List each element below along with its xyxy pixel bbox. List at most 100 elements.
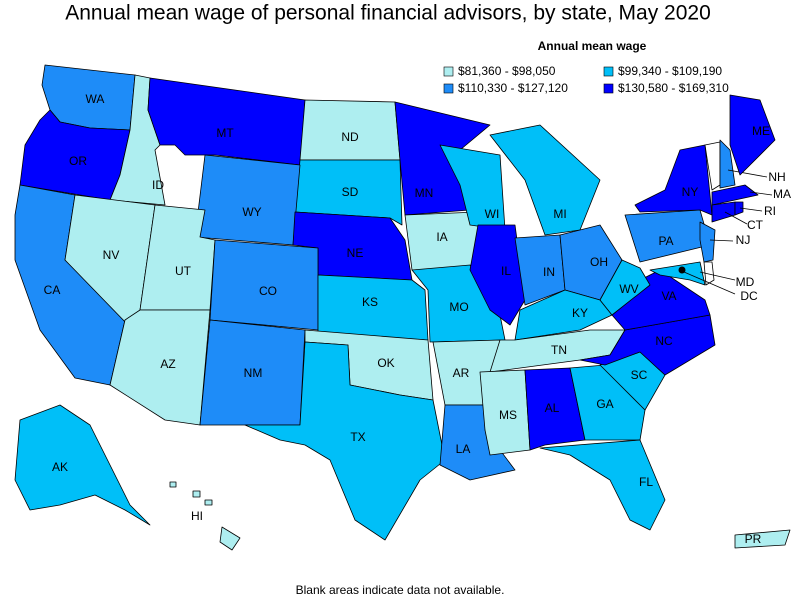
state-label: TN: [551, 343, 567, 357]
state-label: NH: [768, 170, 785, 184]
leader-line: [699, 271, 736, 281]
state-label: PA: [658, 234, 673, 248]
state: [147, 77, 306, 166]
legend: $81,360 - $98,050 $99,340 - $109,190 $110,…: [443, 64, 729, 95]
state-label: ND: [341, 130, 359, 144]
state-label: MD: [736, 275, 755, 289]
state-label: CO: [259, 284, 277, 298]
state: [678, 266, 686, 274]
state: [599, 259, 651, 316]
state-label: AK: [52, 460, 68, 474]
state: [194, 154, 301, 246]
state-label: NJ: [736, 233, 751, 247]
state: [219, 526, 241, 551]
state: [479, 369, 531, 456]
state: [719, 139, 736, 189]
leader-line: [739, 207, 763, 212]
state: [469, 224, 526, 326]
state-label: AZ: [160, 357, 175, 371]
state: [539, 439, 666, 531]
state-label: IN: [543, 265, 555, 279]
state-label: NC: [655, 334, 673, 348]
legend-label: $130,580 - $169,310: [618, 81, 729, 95]
state: [734, 201, 744, 216]
state-label: WY: [242, 205, 261, 219]
state-label: MI: [553, 207, 566, 221]
island: [204, 499, 213, 506]
state-label: UT: [175, 264, 192, 278]
state-label: RI: [764, 204, 776, 218]
state-label: OK: [377, 356, 394, 370]
state-label: AR: [453, 366, 470, 380]
state-label: MO: [449, 300, 468, 314]
state: [699, 221, 716, 263]
state: [14, 404, 151, 526]
footnote: Blank areas indicate data not available.: [296, 583, 505, 597]
state: [569, 364, 646, 441]
state-label: VA: [661, 289, 676, 303]
state-label: OH: [590, 255, 608, 269]
state-label: OR: [69, 154, 87, 168]
island: [192, 490, 201, 498]
state-label: GA: [596, 397, 613, 411]
state-label: NV: [103, 248, 120, 262]
blank-state: [703, 261, 715, 286]
state: [109, 309, 211, 426]
state-label: SD: [342, 185, 359, 199]
state: [734, 529, 791, 549]
state: [711, 184, 759, 206]
state-label: WV: [619, 282, 638, 296]
map-title: Annual mean wage of personal financial a…: [65, 2, 711, 25]
state-label: LA: [456, 442, 471, 456]
legend-label: $99,340 - $109,190: [618, 64, 722, 78]
state-label: DC: [740, 289, 758, 303]
state-label: ME: [752, 124, 770, 138]
state-label: WI: [485, 207, 500, 221]
legend-swatch: [603, 83, 614, 94]
island: [169, 481, 177, 488]
state-label: HI: [191, 509, 203, 523]
state-label: NY: [682, 185, 699, 199]
state-label: FL: [639, 475, 653, 489]
state: [711, 201, 736, 223]
state-label: MA: [773, 187, 791, 201]
state-label: WA: [86, 92, 105, 106]
state: [489, 124, 601, 236]
state-label: IL: [501, 264, 511, 278]
state: [729, 94, 776, 176]
state-label: AL: [545, 401, 560, 415]
leader-line: [749, 191, 773, 196]
state-label: ID: [152, 178, 164, 192]
state-label: TX: [350, 430, 365, 444]
legend-swatch: [603, 66, 614, 77]
state-label: MS: [499, 408, 517, 422]
state: [317, 274, 429, 341]
state: [579, 314, 716, 376]
state: [524, 367, 586, 451]
state: [244, 341, 446, 541]
state-label: CT: [747, 218, 764, 232]
state-label: NM: [244, 366, 263, 380]
legend-title: Annual mean wage: [538, 39, 647, 53]
state-label: CA: [44, 283, 61, 297]
state: [634, 144, 713, 216]
state-label: NE: [347, 246, 364, 260]
state-label: KY: [572, 306, 588, 320]
state-label: MT: [216, 126, 234, 140]
legend-label: $110,330 - $127,120: [458, 81, 568, 95]
state-label: IA: [436, 230, 447, 244]
state-label: MN: [415, 186, 434, 200]
leader-line: [727, 169, 768, 178]
states: WA OR ID MT ND SD WY NE CA NV UT AZ CO NM KS OK TX MN IA MO…: [14, 64, 791, 551]
state-label: PR: [745, 532, 762, 546]
state: [649, 261, 706, 286]
legend-swatch: [443, 66, 454, 77]
leader-line: [709, 239, 734, 242]
leader-line: [724, 211, 748, 225]
state-label: KS: [362, 295, 378, 309]
leader-line: [683, 271, 736, 295]
state-label: SC: [631, 368, 648, 382]
legend-label: $81,360 - $98,050: [458, 64, 556, 78]
legend-swatch: [443, 83, 454, 94]
